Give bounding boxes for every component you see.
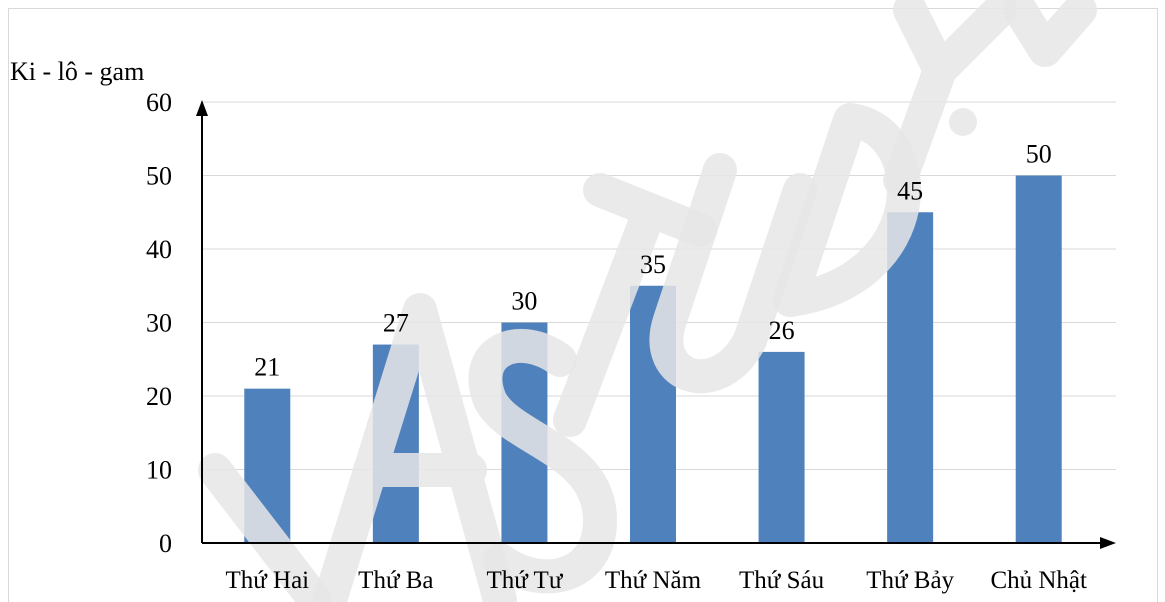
category-label: Thứ Tư	[486, 567, 563, 594]
category-label: Thứ Bảy	[866, 567, 954, 594]
y-tick-label: 60	[146, 88, 172, 117]
data-label: 35	[640, 250, 666, 279]
y-tick-label: 50	[146, 162, 172, 191]
category-label: Thứ Hai	[225, 567, 309, 594]
axes	[196, 100, 1116, 549]
category-labels: Thứ Hai Thứ Ba Thứ Tư Thứ Năm Thứ Sáu Thứ Bảy…	[225, 567, 1087, 594]
data-labels: 21 27 30 35 26 45 50	[254, 140, 1051, 382]
y-axis-arrow	[196, 100, 208, 116]
category-label: Thứ Ba	[358, 567, 433, 594]
data-label: 21	[254, 353, 280, 382]
bar	[1015, 175, 1062, 543]
y-tick-label: 40	[146, 235, 172, 264]
category-label: Thứ Năm	[605, 567, 702, 594]
y-tick-label: 20	[146, 382, 172, 411]
watermark-stroke	[773, 103, 921, 317]
category-label: Thứ Sáu	[739, 567, 825, 594]
watermark-dot	[949, 108, 977, 136]
y-tick-label: 30	[146, 309, 172, 338]
data-label: 27	[383, 309, 409, 338]
watermark-stroke	[198, 453, 332, 602]
y-tick-labels: 0 10 20 30 40 50 60	[146, 88, 172, 558]
y-axis-title: Ki - lô - gam	[10, 57, 144, 86]
y-tick-label: 10	[146, 456, 172, 485]
watermark-stroke	[553, 173, 717, 437]
bar	[758, 351, 805, 543]
watermark	[198, 0, 1097, 602]
watermark-stroke	[649, 153, 817, 394]
bar	[887, 212, 934, 543]
watermark-stroke	[468, 328, 617, 594]
data-label: 45	[897, 176, 923, 205]
watermark-stroke	[883, 0, 1017, 197]
y-tick-label: 0	[159, 529, 172, 558]
data-label: 50	[1026, 140, 1052, 169]
chart-frame	[8, 8, 1158, 602]
data-label: 26	[769, 316, 795, 345]
category-label: Chủ Nhật	[990, 567, 1087, 594]
watermark-stroke	[313, 293, 517, 602]
data-label: 30	[511, 287, 537, 316]
x-axis-arrow	[1100, 537, 1116, 549]
watermark-stroke	[1003, 0, 1097, 67]
